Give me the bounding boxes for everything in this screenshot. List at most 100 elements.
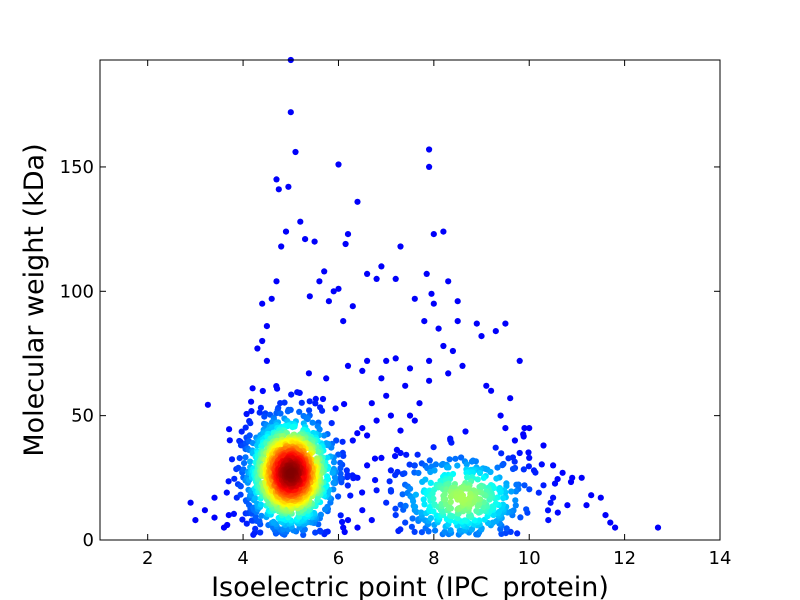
data-point: [418, 529, 425, 536]
data-point: [312, 400, 319, 407]
data-point: [337, 470, 344, 477]
data-point: [597, 494, 604, 501]
data-point: [526, 454, 533, 461]
data-point: [438, 461, 445, 468]
data-point: [535, 489, 542, 496]
data-point: [378, 454, 385, 461]
data-point: [296, 408, 303, 415]
data-point: [462, 428, 469, 435]
data-point: [415, 469, 422, 477]
data-point: [512, 497, 519, 504]
data-point: [247, 420, 254, 427]
data-point: [457, 495, 464, 502]
data-point: [442, 496, 449, 503]
data-point: [319, 407, 326, 414]
data-point: [373, 487, 380, 494]
data-point: [500, 495, 507, 502]
data-point: [447, 527, 454, 534]
data-point: [257, 404, 264, 411]
data-point: [564, 502, 571, 509]
data-point: [494, 464, 501, 471]
data-point: [514, 530, 521, 537]
data-point: [410, 498, 417, 505]
data-point: [403, 451, 410, 458]
data-point: [337, 465, 344, 472]
data-point: [330, 479, 337, 486]
data-point: [378, 375, 385, 382]
data-point: [516, 449, 523, 457]
data-point: [330, 288, 337, 295]
data-point: [270, 518, 277, 526]
data-point: [411, 528, 418, 536]
data-point: [256, 409, 263, 416]
data-point: [408, 523, 415, 530]
data-point: [341, 401, 348, 408]
data-point: [354, 524, 361, 531]
data-point: [430, 300, 437, 307]
data-point: [252, 525, 259, 532]
data-point: [257, 501, 265, 508]
data-point: [224, 521, 231, 529]
data-point: [364, 357, 371, 364]
data-point: [499, 462, 506, 469]
data-point: [263, 323, 270, 330]
data-point: [328, 420, 335, 427]
data-point: [547, 499, 554, 506]
data-point: [226, 426, 233, 433]
data-point: [476, 469, 484, 477]
data-point: [237, 483, 244, 490]
data-point: [428, 290, 435, 297]
data-point: [463, 469, 470, 476]
data-point: [406, 365, 414, 372]
data-point: [441, 528, 448, 536]
data-point: [315, 448, 322, 455]
x-tick-label: 12: [613, 548, 636, 569]
data-point: [554, 509, 561, 516]
data-point: [392, 453, 399, 460]
x-tick-label: 8: [428, 548, 439, 569]
data-point: [422, 476, 429, 483]
data-point: [521, 425, 528, 432]
data-point: [263, 357, 270, 364]
data-point: [325, 298, 332, 305]
data-point: [372, 477, 379, 484]
data-point: [464, 474, 471, 481]
data-point: [259, 300, 266, 307]
y-axis-title: Molecular weight (kDa): [19, 143, 50, 456]
data-point: [324, 454, 331, 461]
data-point: [607, 519, 614, 526]
data-point: [248, 398, 255, 405]
data-point: [473, 320, 480, 327]
data-point: [301, 526, 308, 533]
data-point: [316, 527, 324, 534]
data-point: [540, 442, 547, 449]
data-point: [432, 527, 439, 534]
data-point: [340, 318, 347, 325]
data-point: [235, 464, 242, 471]
data-point: [397, 501, 404, 508]
data-point: [459, 362, 466, 369]
data-point: [247, 458, 254, 465]
data-point: [654, 524, 662, 531]
data-point: [297, 218, 304, 225]
data-point: [204, 401, 211, 408]
data-point: [461, 517, 469, 524]
data-point: [321, 432, 328, 439]
data-point: [322, 506, 329, 513]
data-point: [497, 412, 504, 419]
data-point: [521, 482, 528, 489]
data-point: [412, 491, 419, 498]
data-point: [488, 387, 495, 394]
ticks-layer: 2 4 6 8 10 12 14 0 50 100 150: [60, 60, 731, 569]
data-point: [368, 400, 375, 407]
data-point: [339, 518, 346, 526]
data-point: [386, 478, 393, 485]
data-point: [230, 510, 237, 517]
data-point: [259, 387, 266, 395]
data-point: [407, 485, 414, 492]
data-point: [578, 474, 585, 481]
data-point: [192, 517, 199, 524]
data-point: [523, 506, 530, 513]
data-point: [254, 345, 261, 352]
